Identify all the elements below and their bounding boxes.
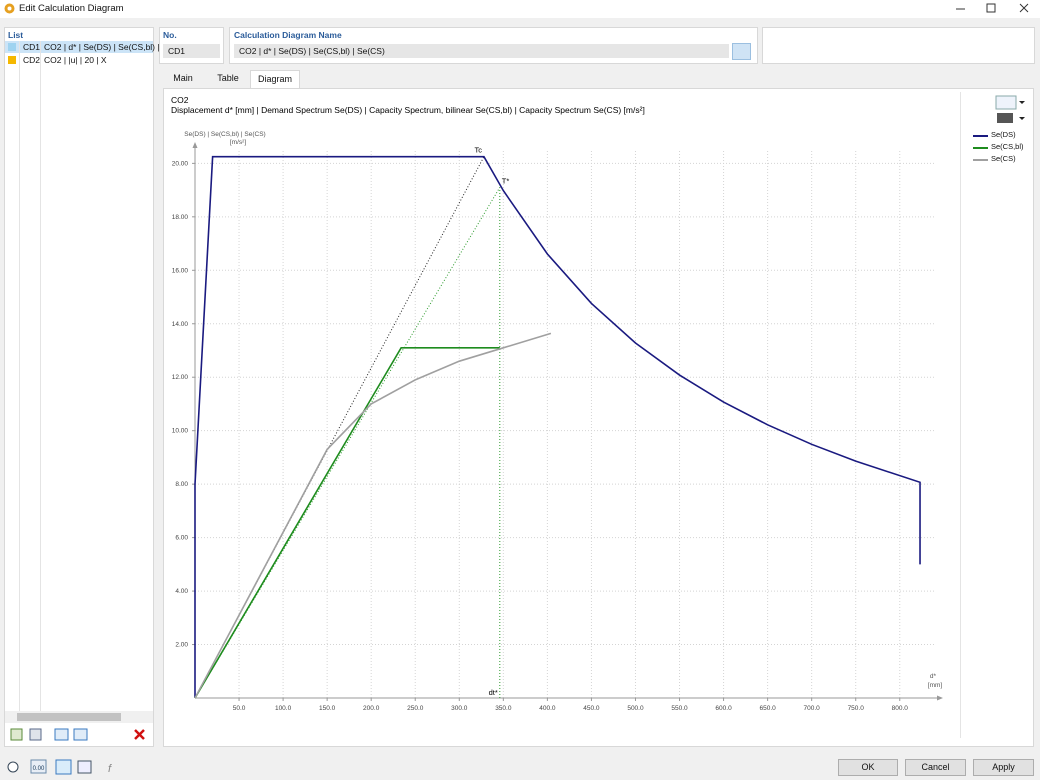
ok-button[interactable]: OK — [838, 759, 898, 776]
y-tick-label: 2.00 — [175, 642, 188, 649]
y-tick-label: 18.00 — [172, 214, 189, 221]
chart-title: CO2 — [171, 95, 189, 105]
x-tick-label: 700.0 — [804, 705, 821, 712]
x-tick-label: 750.0 — [848, 705, 865, 712]
list-toolbar[interactable] — [7, 726, 153, 744]
x-axis-label: d* — [930, 673, 937, 680]
y-tick-label: 20.00 — [172, 160, 189, 167]
y-axis-label: Se(DS) | Se(CS,bl) | Se(CS) — [184, 131, 265, 138]
x-tick-label: 800.0 — [892, 705, 909, 712]
x-tick-label: 350.0 — [495, 705, 512, 712]
legend-item: Se(DS) — [971, 130, 1031, 142]
list-row[interactable]: CD1 CO2 | d* | Se(DS) | Se(CS,bl) | — [5, 41, 160, 53]
legend-label: Se(CS) — [991, 154, 1016, 163]
legend-swatch — [973, 147, 988, 149]
diagram-tools[interactable] — [995, 95, 1027, 127]
cancel-button[interactable]: Cancel — [905, 759, 966, 776]
x-axis-arrow — [937, 695, 943, 701]
no-label: No. — [163, 30, 177, 40]
series-line — [194, 155, 921, 698]
list-name: CO2 | |u| | 20 | X — [44, 55, 107, 65]
legend-label: Se(DS) — [991, 130, 1016, 139]
x-axis-unit: [mm] — [928, 682, 943, 689]
chart-subtitle: Displacement d* [mm] | Demand Spectrum S… — [171, 105, 645, 115]
list-no: CD2 — [23, 55, 41, 65]
no-field[interactable]: CD1 — [163, 44, 220, 58]
list-row[interactable]: CD2 CO2 | |u| | 20 | X — [5, 54, 153, 66]
x-tick-label: 550.0 — [671, 705, 688, 712]
decimals-icon[interactable]: 0.00 — [33, 766, 45, 772]
annotation-label: Tc — [474, 146, 482, 155]
chart: CO2 Displacement d* [mm] | Demand Spectr… — [171, 95, 943, 712]
app-icon — [4, 3, 15, 14]
list-header: List — [8, 30, 24, 40]
no-box: No. CD1 — [159, 27, 224, 64]
x-tick-label: 600.0 — [715, 705, 732, 712]
y-tick-label: 14.00 — [172, 321, 189, 328]
series-line — [194, 332, 552, 699]
name-box: Calculation Diagram Name CO2 | d* | Se(D… — [229, 27, 758, 64]
status-toolbar[interactable]: 0.00 f — [4, 758, 119, 776]
list-color — [8, 43, 16, 51]
list-name: CO2 | d* | Se(DS) | Se(CS,bl) | — [44, 42, 160, 52]
svg-text:f: f — [108, 763, 112, 775]
y-tick-label: 16.00 — [172, 267, 189, 274]
title-bar: Edit Calculation Diagram — [0, 0, 1040, 18]
list-divider — [19, 41, 20, 711]
tab[interactable]: Table — [217, 73, 239, 83]
apply-button[interactable]: Apply — [973, 759, 1034, 776]
legend-swatch — [973, 135, 988, 137]
series-line — [194, 347, 500, 699]
list-divider — [40, 41, 41, 711]
y-axis-arrow — [192, 142, 198, 148]
y-tick-label: 10.00 — [172, 428, 189, 435]
x-tick-label: 250.0 — [407, 705, 424, 712]
y-tick-label: 6.00 — [175, 535, 188, 542]
x-tick-label: 450.0 — [583, 705, 600, 712]
diagram-panel — [163, 88, 1034, 747]
name-field[interactable]: CO2 | d* | Se(DS) | Se(CS,bl) | Se(CS) — [234, 44, 729, 58]
legend-item: Se(CS,bl) — [971, 142, 1031, 154]
tab[interactable]: Main — [173, 73, 193, 83]
x-tick-label: 100.0 — [275, 705, 292, 712]
y-tick-label: 8.00 — [175, 481, 188, 488]
window-title: Edit Calculation Diagram — [19, 3, 124, 14]
legend-item: Se(CS) — [971, 154, 1031, 166]
x-tick-label: 200.0 — [363, 705, 380, 712]
list-no: CD1 — [23, 42, 41, 52]
legend-label: Se(CS,bl) — [991, 142, 1024, 151]
legend-swatch — [973, 159, 988, 161]
name-label: Calculation Diagram Name — [234, 30, 342, 40]
comment-box[interactable] — [762, 27, 1035, 64]
list-panel: List CD1 CO2 | d* | Se(DS) | Se(CS,bl) | C… — [4, 27, 160, 747]
annotation-label: T* — [502, 176, 510, 185]
x-tick-label: 500.0 — [627, 705, 644, 712]
legend-panel: Se(DS) Se(CS,bl) Se(CS) — [960, 92, 1029, 738]
edit-button[interactable] — [732, 43, 751, 60]
scroll-thumb[interactable] — [17, 713, 121, 721]
y-axis-unit: [m/s²] — [230, 139, 246, 146]
x-tick-label: 300.0 — [451, 705, 468, 712]
x-tick-label: 650.0 — [759, 705, 776, 712]
scrollbar[interactable] — [5, 711, 153, 723]
list-color — [8, 56, 16, 64]
x-tick-label: 50.0 — [233, 705, 246, 712]
window-controls[interactable] — [950, 0, 1040, 18]
annotation-label: dt* — [489, 688, 498, 697]
tab-active[interactable]: Diagram — [250, 70, 300, 88]
x-tick-label: 150.0 — [319, 705, 336, 712]
x-tick-label: 400.0 — [539, 705, 556, 712]
y-tick-label: 4.00 — [175, 588, 188, 595]
legend: Se(DS) Se(CS,bl) Se(CS) — [971, 130, 1031, 166]
y-tick-label: 12.00 — [172, 374, 189, 381]
